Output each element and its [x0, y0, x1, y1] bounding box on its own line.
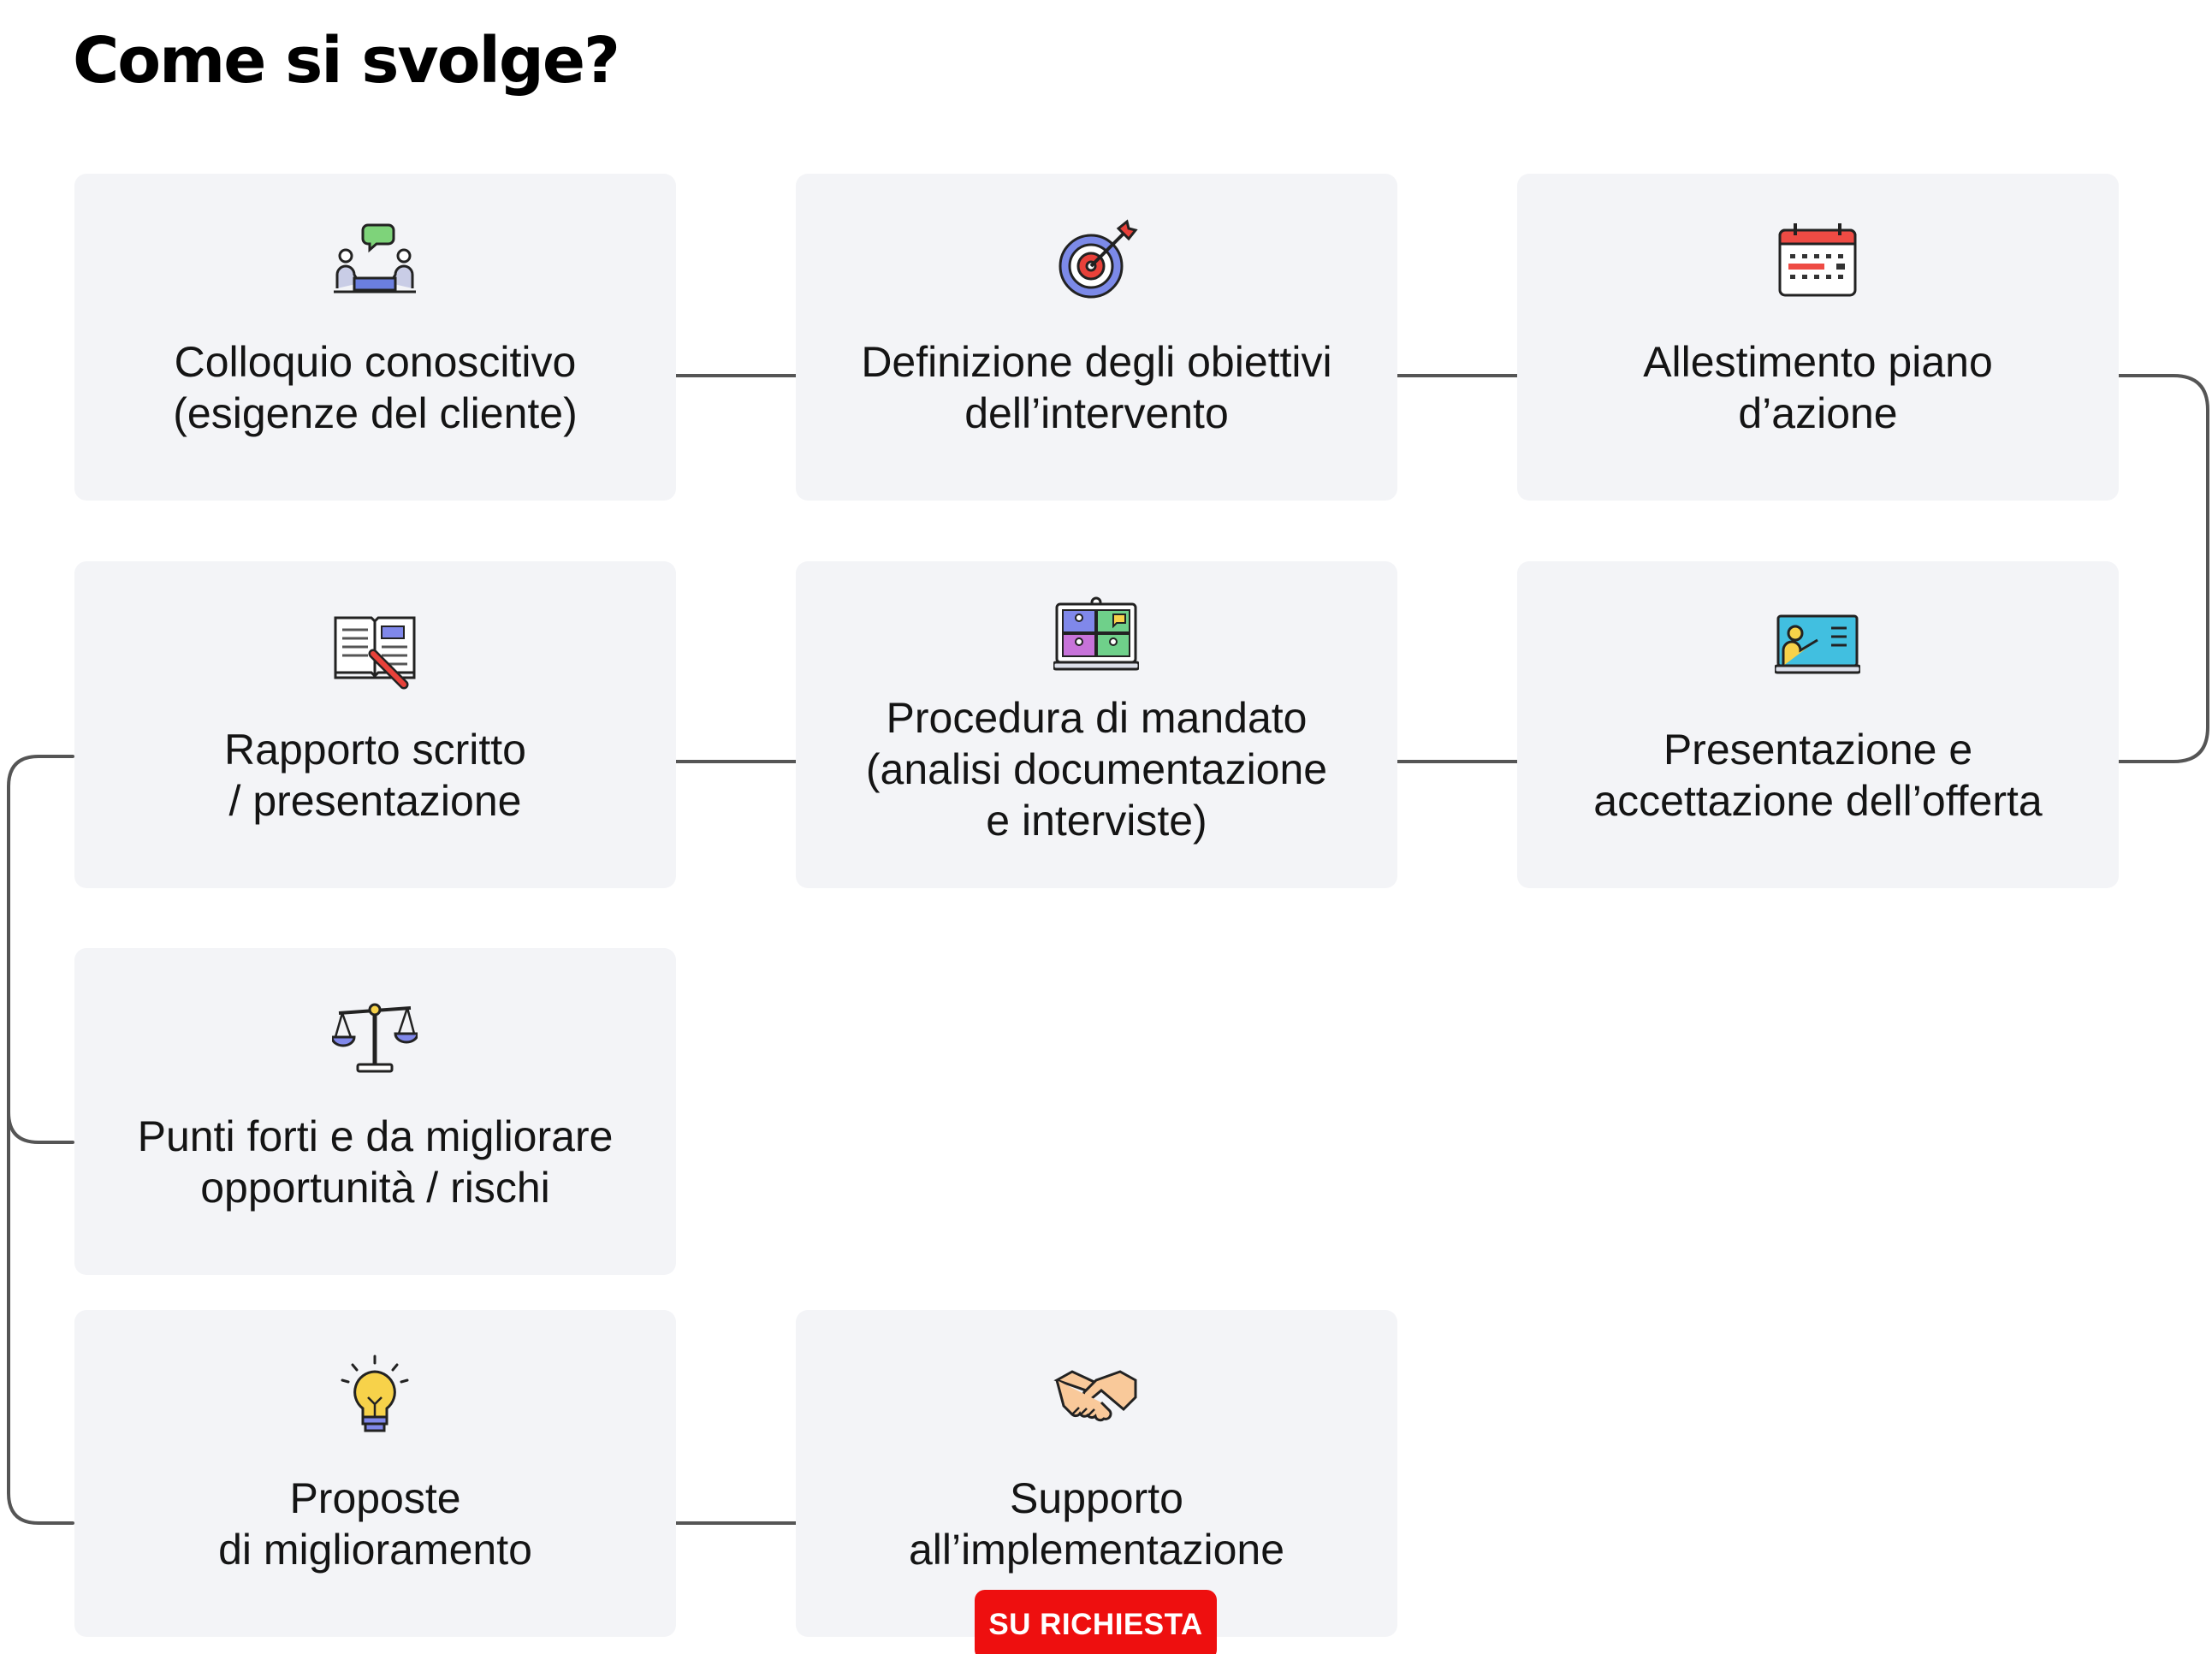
step-label: Procedura di mandato (analisi documentaz…: [865, 694, 1328, 845]
connector-piano-offerta: [2117, 374, 2209, 763]
video-conference-icon: [1053, 596, 1139, 681]
step-card-obiettivi: Definizione degli obiettivi dell’interve…: [796, 174, 1397, 501]
presentation-board-icon: [1775, 606, 1860, 691]
step-label: Supporto all’implementazione: [908, 1474, 1285, 1574]
step-label: Punti forti e da migliorare opportunità …: [137, 1112, 614, 1212]
step-card-punti: Punti forti e da migliorare opportunità …: [74, 948, 676, 1275]
page-title: Come si svolge?: [73, 24, 620, 98]
step-label: Presentazione e accettazione dell’offert…: [1593, 726, 2043, 825]
step-card-rapporto: Rapporto scritto / presentazione: [74, 561, 676, 888]
scales-icon: [332, 993, 418, 1078]
connector-punti-proposte: [7, 1111, 74, 1525]
step-card-colloquio: Colloquio conoscitivo (esigenze del clie…: [74, 174, 676, 501]
conversation-icon: [332, 218, 418, 304]
step-label: Proposte di miglioramento: [218, 1474, 532, 1574]
connector-rapporto-punti: [7, 755, 74, 1144]
lightbulb-icon: [332, 1355, 418, 1440]
step-card-proposte: Proposte di miglioramento: [74, 1310, 676, 1637]
step-label: Definizione degli obiettivi dell’interve…: [861, 338, 1332, 437]
target-icon: [1053, 218, 1139, 304]
step-card-offerta: Presentazione e accettazione dell’offert…: [1517, 561, 2119, 888]
step-card-mandato: Procedura di mandato (analisi documentaz…: [796, 561, 1397, 888]
step-label: Allestimento piano d’azione: [1643, 338, 1993, 437]
step-label: Rapporto scritto / presentazione: [224, 726, 526, 825]
step-label: Colloquio conoscitivo (esigenze del clie…: [173, 338, 578, 437]
calendar-icon: [1775, 218, 1860, 304]
step-card-supporto: Supporto all’implementazione: [796, 1310, 1397, 1637]
on-request-badge: SU RICHIESTA: [975, 1590, 1217, 1654]
handshake-icon: [1053, 1355, 1139, 1440]
step-card-piano: Allestimento piano d’azione: [1517, 174, 2119, 501]
book-pencil-icon: [332, 606, 418, 691]
